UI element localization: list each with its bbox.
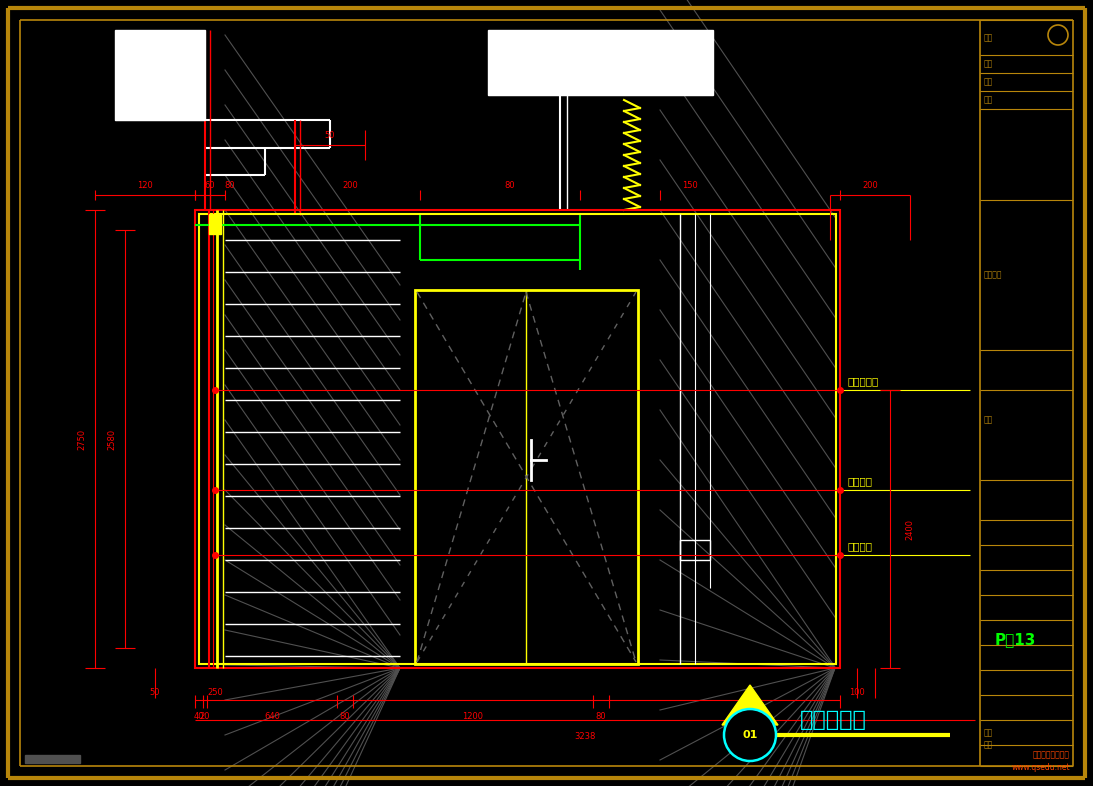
Text: 1200: 1200 [462,712,483,721]
Bar [115,30,205,120]
Bar [209,214,221,234]
Text: 250: 250 [208,688,223,697]
Bar [680,540,710,560]
Circle shape [1048,25,1068,45]
Text: P－13: P－13 [995,633,1036,648]
Text: 200: 200 [862,181,878,190]
Text: 2400: 2400 [905,519,914,539]
Text: 120: 120 [137,181,153,190]
Text: 80: 80 [225,181,235,190]
Text: 设计: 设计 [984,34,994,42]
Text: 图号: 图号 [984,740,994,750]
Text: 80: 80 [505,181,515,190]
Text: 齐生设计职业学校: 齐生设计职业学校 [1033,751,1070,759]
Text: 50: 50 [150,688,161,697]
Text: 20: 20 [200,712,210,721]
Bar [415,290,638,664]
Text: 不锈钢收边: 不锈钢收边 [848,376,879,386]
Text: 200: 200 [342,181,357,190]
Text: 图名: 图名 [984,416,994,424]
Text: 60: 60 [204,181,215,190]
Text: 80: 80 [596,712,607,721]
Text: 2580: 2580 [107,428,117,450]
Text: 968: 968 [737,712,752,721]
Text: 50: 50 [325,131,336,140]
Text: 地板上墙: 地板上墙 [848,476,873,486]
Text: 2750: 2750 [78,428,86,450]
Text: 校对: 校对 [984,60,994,68]
Text: 80: 80 [340,712,351,721]
Text: 项目名称: 项目名称 [984,270,1002,280]
Text: www.qsedu.net: www.qsedu.net [1011,763,1070,773]
Text: 640: 640 [265,712,280,721]
Text: 100: 100 [849,688,865,697]
Text: 门厅立面图: 门厅立面图 [800,710,867,730]
Text: 备注: 备注 [984,96,994,105]
Text: 01: 01 [742,730,757,740]
Text: 150: 150 [682,181,697,190]
Polygon shape [722,685,778,725]
Bar [199,214,836,664]
Text: 40: 40 [193,712,204,721]
Text: 审核: 审核 [984,78,994,86]
Text: 3238: 3238 [574,732,596,741]
Bar [25,755,80,763]
Bar [487,30,713,95]
Text: 根镜饰面: 根镜饰面 [848,541,873,551]
Text: 比例: 比例 [984,729,994,737]
Circle shape [724,709,776,761]
Bar [195,210,841,668]
